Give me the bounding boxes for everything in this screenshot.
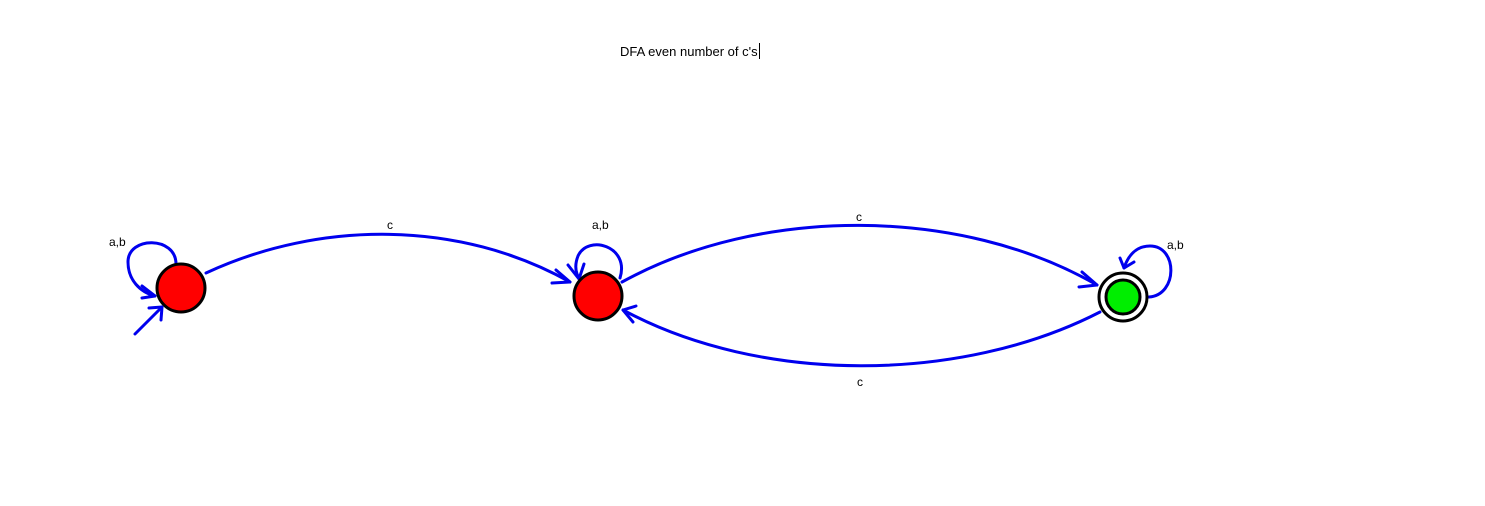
label-self-loop-q0: a,b	[109, 235, 126, 249]
label-transition-q1-q2: c	[856, 210, 862, 224]
transition-q1-q2	[620, 223, 1099, 289]
state-q0	[155, 262, 207, 314]
label-self-loop-q2: a,b	[1167, 238, 1184, 252]
label-transition-q2-q1: c	[857, 375, 863, 389]
self-loop-q0	[126, 241, 178, 300]
text-cursor	[758, 43, 760, 59]
diagram-title: DFA even number of c's	[620, 43, 760, 59]
self-loop-q2	[1118, 244, 1173, 299]
diagram-title-text: DFA even number of c's	[620, 44, 758, 59]
transition-q0-q1	[204, 232, 572, 285]
label-transition-q0-q1: c	[387, 218, 393, 232]
label-self-loop-q1: a,b	[592, 218, 609, 232]
state-q2-accepting	[1097, 271, 1149, 323]
start-arrow	[133, 305, 164, 336]
transition-q2-q1	[621, 304, 1102, 368]
state-q1	[572, 270, 624, 322]
